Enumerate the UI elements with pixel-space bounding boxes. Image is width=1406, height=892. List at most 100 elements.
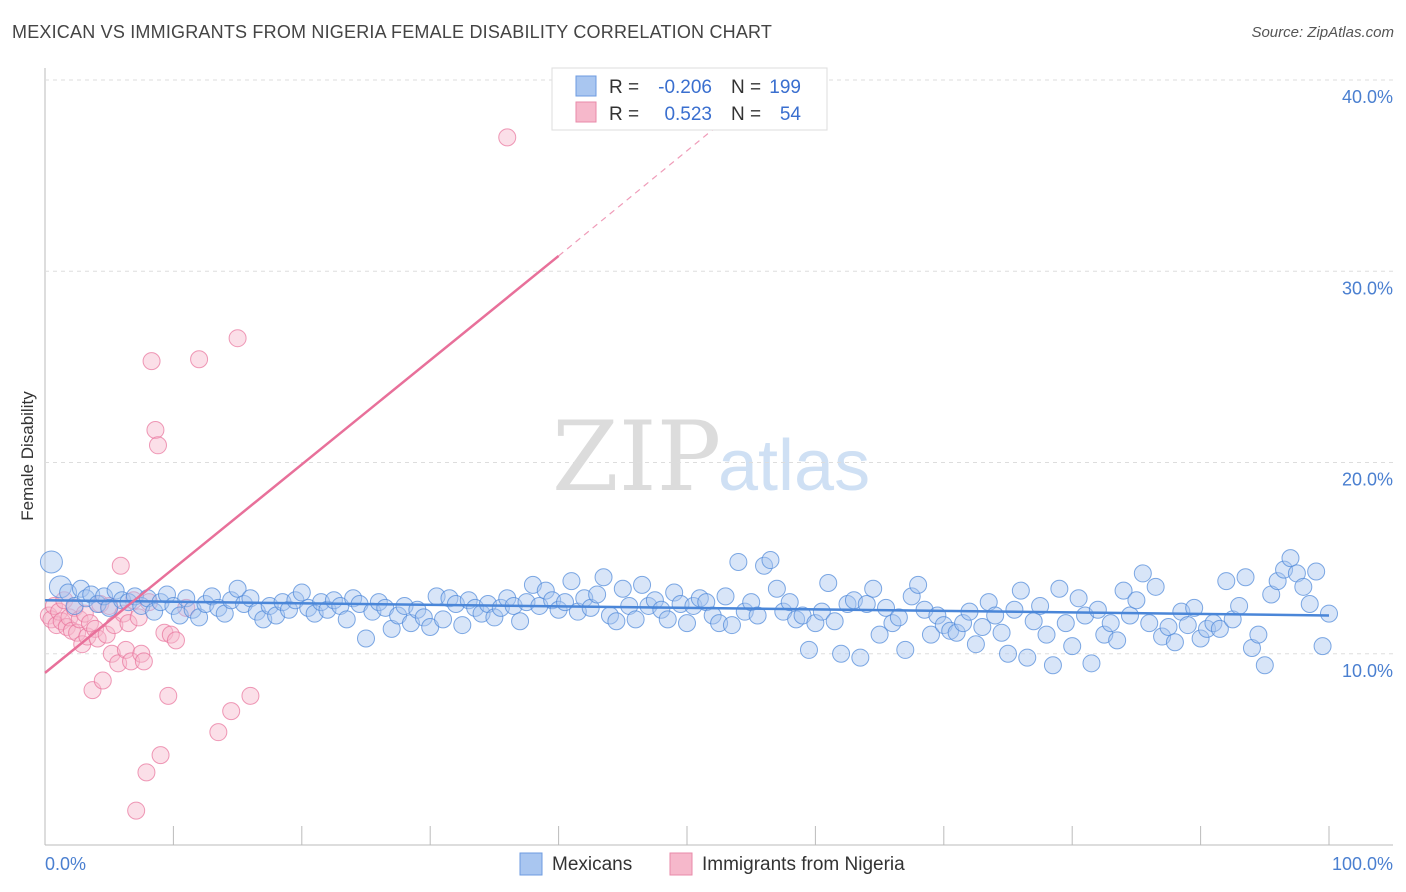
mexican-point (1191, 629, 1210, 648)
mexican-point (1268, 572, 1287, 591)
nigeria-point (241, 686, 260, 705)
mexican-point (1037, 625, 1056, 644)
mexican-point (1011, 581, 1030, 600)
legend-r-value-2: 0.523 (664, 104, 712, 125)
nigeria-point (93, 671, 112, 690)
mexican-point (279, 600, 298, 619)
mexican-point (812, 602, 831, 621)
mexican-point (780, 593, 799, 612)
mexican-point (921, 625, 940, 644)
x-tick-label-min: 0.0% (45, 854, 86, 874)
nigeria-point (127, 801, 146, 820)
y-tick-label-20: 20.0% (1342, 470, 1393, 490)
mexican-point (652, 600, 671, 619)
mexican-point (748, 606, 767, 625)
mexican-point (292, 583, 311, 602)
nigeria-point (68, 623, 87, 642)
mexican-point (767, 579, 786, 598)
mexican-point (658, 610, 677, 629)
mexican-point (761, 551, 780, 570)
mexican-point (857, 595, 876, 614)
legend-n-value-2: 54 (780, 104, 802, 125)
bottom-legend-label-mexicans: Mexicans (552, 854, 632, 875)
trend-lines (44, 108, 1330, 674)
mexican-point (889, 608, 908, 627)
mexican-point (947, 623, 966, 642)
mexican-point (877, 598, 896, 617)
nigeria-point (159, 686, 178, 705)
mexican-point (228, 579, 247, 598)
nigeria-point (122, 652, 141, 671)
nigeria-point (190, 350, 209, 369)
nigeria-point (142, 352, 161, 371)
mexican-point (1056, 614, 1075, 633)
y-tick-labels: 10.0% 20.0% 30.0% 40.0% (1342, 87, 1393, 681)
mexican-point (1300, 595, 1319, 614)
mexican-point (1249, 625, 1268, 644)
legend-swatch-nigeria (575, 101, 597, 123)
mexican-point (485, 608, 504, 627)
mexican-point (1082, 654, 1101, 673)
legend-r-label-1: R = (609, 77, 639, 98)
mexican-point (851, 648, 870, 667)
nigeria-trend-line (44, 254, 560, 674)
mexican-trend-line (44, 598, 1330, 617)
nigeria-point (102, 644, 121, 663)
nigeria-point (161, 625, 180, 644)
nigeria-point (146, 420, 165, 439)
nigeria-point (151, 746, 170, 765)
legend-n-value-1: 199 (769, 77, 801, 98)
mexican-point (864, 579, 883, 598)
mexican-point (613, 579, 632, 598)
nigeria-point (209, 723, 228, 742)
mexican-point (954, 614, 973, 633)
source-label: Source: ZipAtlas.com (1251, 24, 1394, 41)
mexican-point (665, 583, 684, 602)
mexican-point (716, 587, 735, 606)
mexican-point (536, 581, 555, 600)
mexican-point (594, 568, 613, 587)
mexican-point (626, 610, 645, 629)
nigeria-point (44, 596, 63, 615)
mexican-point (832, 644, 851, 663)
mexican-point (999, 644, 1017, 663)
mexican-point (799, 640, 818, 659)
mexican-point (819, 573, 838, 592)
x-tick-label-max: 100.0% (1332, 854, 1393, 874)
mexican-point (157, 585, 176, 604)
mexican-point (1178, 616, 1197, 635)
mexican-point (825, 612, 844, 631)
y-tick-label-40: 40.0% (1342, 87, 1393, 107)
mexican-point (1024, 612, 1043, 631)
mexican-point (909, 575, 928, 594)
mexican-point (588, 585, 607, 604)
nigeria-point (228, 329, 247, 348)
mexican-point (1146, 577, 1165, 596)
mexican-point (607, 612, 626, 631)
y-tick-label-30: 30.0% (1342, 278, 1393, 298)
mexican-point (562, 572, 581, 591)
mexican-point (1069, 589, 1088, 608)
nigeria-point (70, 610, 89, 629)
mexican-point (1140, 614, 1159, 633)
chart-title: MEXICAN VS IMMIGRANTS FROM NIGERIA FEMAL… (12, 22, 773, 42)
mexican-point (1088, 600, 1107, 619)
mexican-point (1230, 596, 1249, 615)
mexican-point (202, 587, 221, 606)
nigeria-point (134, 652, 153, 671)
nigeria-trend-extension (558, 108, 739, 257)
mexican-point (1050, 579, 1069, 598)
mexican-point (453, 616, 472, 635)
mexican-point (1236, 568, 1255, 587)
mexican-point (806, 614, 825, 633)
mexican-point (870, 625, 889, 644)
mexican-point (902, 587, 921, 606)
mexican-point (1063, 637, 1082, 656)
mexican-point (1313, 637, 1332, 656)
nigeria-point (119, 614, 138, 633)
mexican-point (896, 640, 915, 659)
nigeria-point (148, 436, 167, 455)
nigeria-points (39, 128, 517, 820)
stats-legend: R = -0.206 N = 199 R = 0.523 N = 54 (551, 67, 828, 131)
